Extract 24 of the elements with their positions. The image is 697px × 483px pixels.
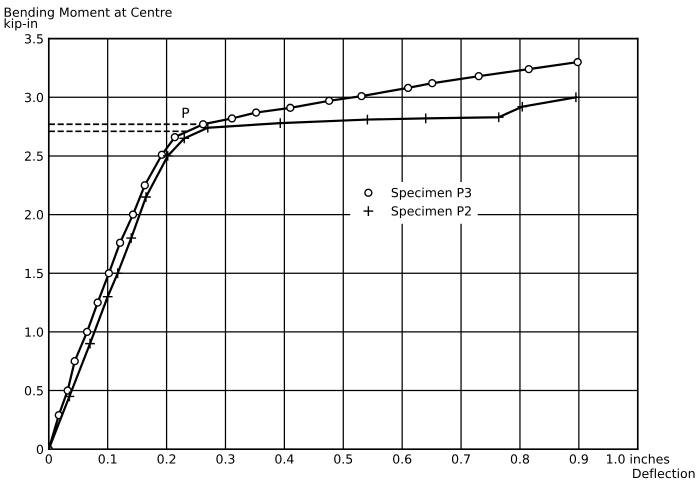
y-tick-label: 2.5 [24,151,43,161]
y-axis-title: Bending Moment at Centre kip-in [4,7,172,30]
x-tick-label: 0.1 [98,454,116,464]
y-tick-label: 3.5 [25,34,43,44]
x-tick-label: 1.0 inches [607,454,670,464]
x-tick-label: 0.9 [570,454,588,464]
x-tick-label: 0.8 [510,454,530,464]
y-tick-label: 3.0 [25,92,44,102]
y-tick-label: 1.5 [25,268,43,278]
ref-line-label: P [182,108,190,118]
y-tick-label: 1.0 [25,327,44,337]
x-tick-label: 0.5 [334,454,352,464]
x-tick-label: 0.4 [275,454,294,464]
y-tick-label: 0.5 [24,386,43,396]
x-tick-label: 0 [46,454,52,464]
x-tick-label: 0.6 [393,454,412,464]
y-tick-label: 0 [36,444,44,454]
x-tick-label: 0.3 [216,454,234,464]
y-tick-label: 2.0 [24,210,44,220]
legend-label: Specimen P2 [392,206,471,218]
x-tick-label: 0.2 [157,454,176,464]
x-tick-label: 0.7 [452,454,470,464]
x-axis-title: Deflection [633,468,695,478]
legend-label: Specimen P3 [392,188,472,200]
